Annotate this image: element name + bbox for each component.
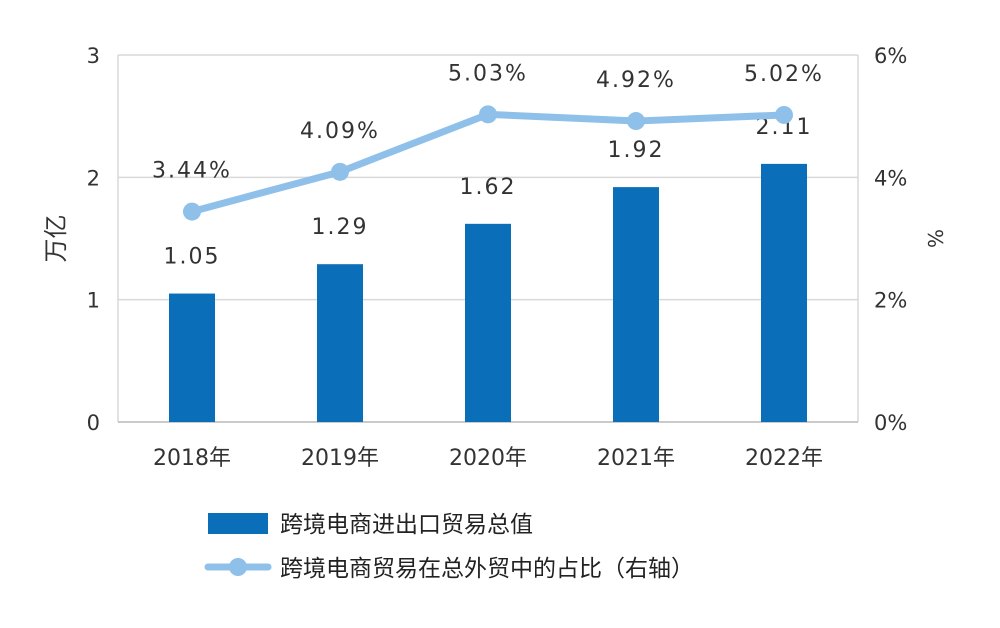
y-left-axis-title: 万亿 xyxy=(42,215,70,263)
bar-value-label: 1.05 xyxy=(164,245,221,270)
bar xyxy=(317,264,363,422)
y-right-tick-label: 4% xyxy=(874,166,907,190)
bar xyxy=(761,163,807,423)
legend-swatch-bar xyxy=(208,513,268,534)
bar xyxy=(613,187,659,422)
y-right-tick-label: 2% xyxy=(874,289,907,313)
legend-swatch-marker xyxy=(229,558,247,576)
line-value-label: 4.09% xyxy=(300,119,380,144)
y-left-tick-label: 1 xyxy=(87,289,100,313)
x-tick-label: 2022年 xyxy=(745,446,823,471)
line-value-label: 4.92% xyxy=(596,68,676,93)
y-right-axis-title: % xyxy=(923,229,947,248)
line-point xyxy=(479,105,497,124)
line-value-label: 5.03% xyxy=(448,61,528,86)
y-left-tick-label: 2 xyxy=(87,166,100,190)
bar xyxy=(169,293,215,422)
x-tick-label: 2019年 xyxy=(301,446,379,471)
line-value-label: 3.44% xyxy=(152,159,232,184)
legend-label-line: 跨境电商贸易在总外贸中的占比（右轴） xyxy=(280,556,694,582)
bar-value-label: 1.62 xyxy=(460,175,517,200)
y-right-tick-label: 0% xyxy=(874,411,907,435)
line-point xyxy=(331,162,349,181)
line-point xyxy=(627,112,645,131)
bar xyxy=(465,223,511,422)
y-left-tick-label: 0 xyxy=(87,411,100,435)
line-value-label: 5.02% xyxy=(744,62,824,87)
x-tick-label: 2018年 xyxy=(153,446,231,471)
line-point xyxy=(183,202,201,221)
y-left-tick-label: 3 xyxy=(87,44,100,68)
bar-value-label: 1.92 xyxy=(608,138,665,163)
x-tick-label: 2021年 xyxy=(597,446,675,471)
legend-label-bar: 跨境电商进出口贸易总值 xyxy=(280,512,533,538)
x-tick-label: 2020年 xyxy=(449,446,527,471)
line-point xyxy=(775,105,793,124)
bar-value-label: 1.29 xyxy=(312,215,369,240)
y-right-tick-label: 6% xyxy=(874,44,907,68)
